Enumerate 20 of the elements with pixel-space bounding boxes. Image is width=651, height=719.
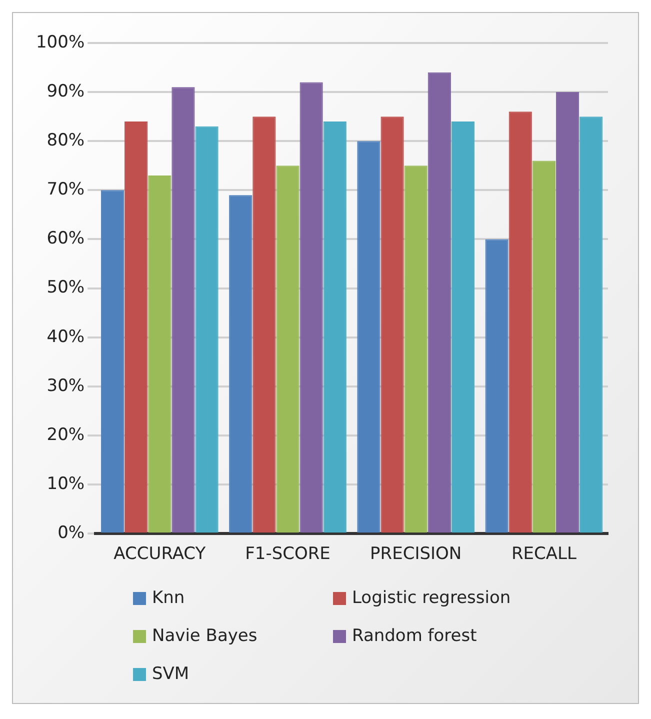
legend-label: SVM <box>152 664 190 684</box>
y-tick-label: 30% <box>46 376 85 396</box>
y-tick-label: 100% <box>36 32 85 52</box>
x-tick-label: F1-SCORE <box>245 544 330 564</box>
legend-label: Knn <box>152 588 185 608</box>
x-tick-label: ACCURACY <box>114 544 206 564</box>
legend-label: Logistic regression <box>352 588 511 608</box>
y-tick-label: 70% <box>46 180 85 200</box>
legend-label: Random forest <box>352 626 477 646</box>
y-tick-label: 0% <box>58 523 85 544</box>
x-tick-label: RECALL <box>511 544 577 564</box>
x-tick-label: PRECISION <box>370 544 462 564</box>
y-tick-label: 10% <box>46 474 85 494</box>
y-tick-label: 40% <box>46 326 85 347</box>
y-tick-label: 90% <box>46 81 85 102</box>
y-tick-label: 20% <box>46 424 85 445</box>
y-tick-label: 60% <box>46 228 85 249</box>
y-tick-label: 80% <box>46 130 85 151</box>
y-tick-label: 50% <box>46 278 85 298</box>
legend-label: Navie Bayes <box>152 626 258 646</box>
